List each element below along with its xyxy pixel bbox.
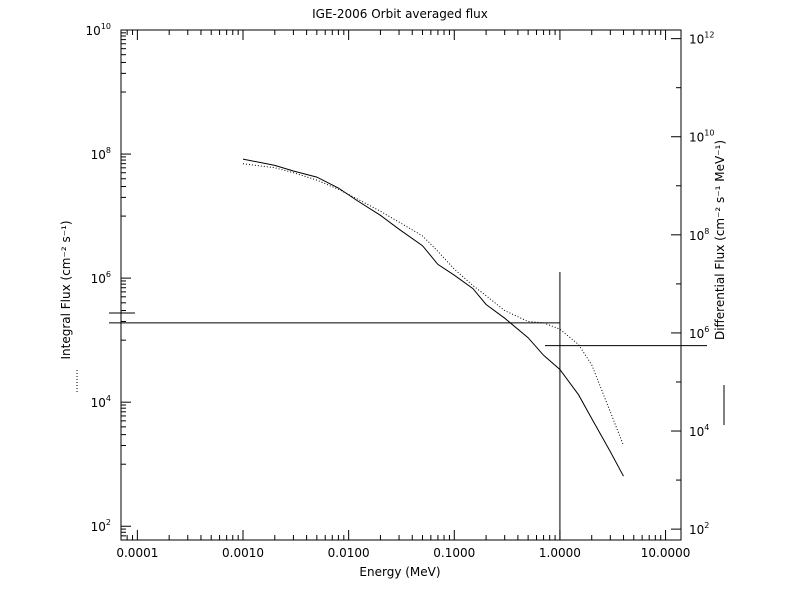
right-y-axis-label: Differential Flux (cm⁻² s⁻¹ MeV⁻¹) xyxy=(713,140,727,340)
x-tick-label: 1.0000 xyxy=(539,546,581,560)
x-tick-label: 10.0000 xyxy=(641,546,691,560)
chart-title: IGE-2006 Orbit averaged flux xyxy=(312,7,488,21)
left-y-axis-label: Integral Flux (cm⁻² s⁻¹) xyxy=(59,220,73,359)
x-tick-label: 0.0001 xyxy=(116,546,158,560)
left-y-tick-label: 1010 xyxy=(86,22,111,38)
right-y-axis-label-group: Differential Flux (cm⁻² s⁻¹ MeV⁻¹) xyxy=(713,140,727,425)
left-y-tick-label: 102 xyxy=(91,518,111,534)
x-tick-label: 0.0100 xyxy=(328,546,370,560)
left-y-tick-label: 106 xyxy=(91,270,111,286)
left-y-axis-label-group: Integral Flux (cm⁻² s⁻¹) xyxy=(59,220,78,392)
right-y-tick-label: 106 xyxy=(689,325,709,341)
x-axis-label: Energy (MeV) xyxy=(359,565,440,579)
x-tick-label: 0.0010 xyxy=(222,546,264,560)
right-y-tick-label: 1010 xyxy=(689,129,714,145)
right-y-tick-label: 102 xyxy=(689,521,709,537)
right-y-tick-label: 1012 xyxy=(689,31,714,47)
right-y-tick-label: 104 xyxy=(689,423,709,439)
x-tick-label: 0.1000 xyxy=(433,546,475,560)
integral-flux-line xyxy=(242,163,624,446)
left-y-tick-label: 104 xyxy=(91,394,111,410)
right-y-tick-label: 108 xyxy=(689,227,709,243)
plot-frame xyxy=(120,29,682,541)
differential-flux-line xyxy=(242,158,624,477)
left-y-tick-label: 108 xyxy=(91,146,111,162)
